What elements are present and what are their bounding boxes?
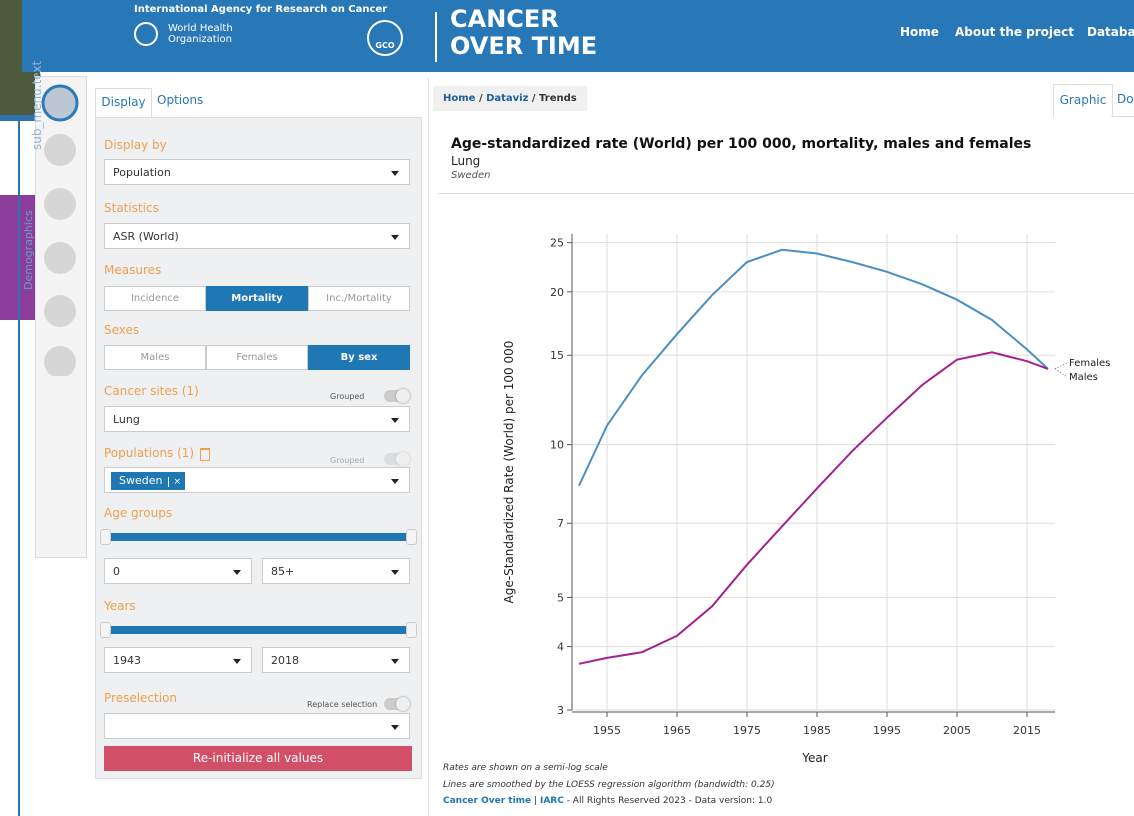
y-tick-label: 7 xyxy=(557,517,564,530)
x-tick-label: 2015 xyxy=(1013,724,1041,737)
y-tick-label: 5 xyxy=(557,591,564,604)
label-leader xyxy=(1055,369,1067,377)
chart: Age-Standardized Rate (World) per 100 00… xyxy=(0,0,1134,816)
y-tick-label: 25 xyxy=(550,237,564,250)
series-line xyxy=(579,250,1048,486)
x-tick-label: 1985 xyxy=(803,724,831,737)
y-tick-label: 20 xyxy=(550,286,564,299)
page: International Agency for Research on Can… xyxy=(0,0,1134,816)
x-tick-label: 1995 xyxy=(873,724,901,737)
x-tick-label: 1975 xyxy=(733,724,761,737)
legend-label: Females xyxy=(1069,358,1110,369)
label-leader xyxy=(1055,363,1067,369)
y-tick-label: 15 xyxy=(550,349,564,362)
x-tick-label: 1955 xyxy=(593,724,621,737)
y-tick-label: 10 xyxy=(550,439,564,452)
x-tick-label: 2005 xyxy=(943,724,971,737)
x-tick-label: 1965 xyxy=(663,724,691,737)
legend-label: Males xyxy=(1069,372,1098,383)
series-line xyxy=(579,352,1048,664)
y-tick-label: 4 xyxy=(557,641,564,654)
y-tick-label: 3 xyxy=(557,704,564,717)
x-axis-label: Year xyxy=(801,751,827,765)
y-axis-label: Age-Standardized Rate (World) per 100 00… xyxy=(502,341,516,604)
